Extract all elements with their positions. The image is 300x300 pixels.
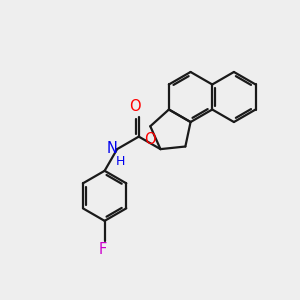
Text: O: O (129, 99, 141, 114)
Text: N: N (107, 141, 118, 156)
Text: O: O (145, 132, 156, 147)
Text: H: H (116, 155, 125, 168)
Text: F: F (99, 242, 107, 257)
